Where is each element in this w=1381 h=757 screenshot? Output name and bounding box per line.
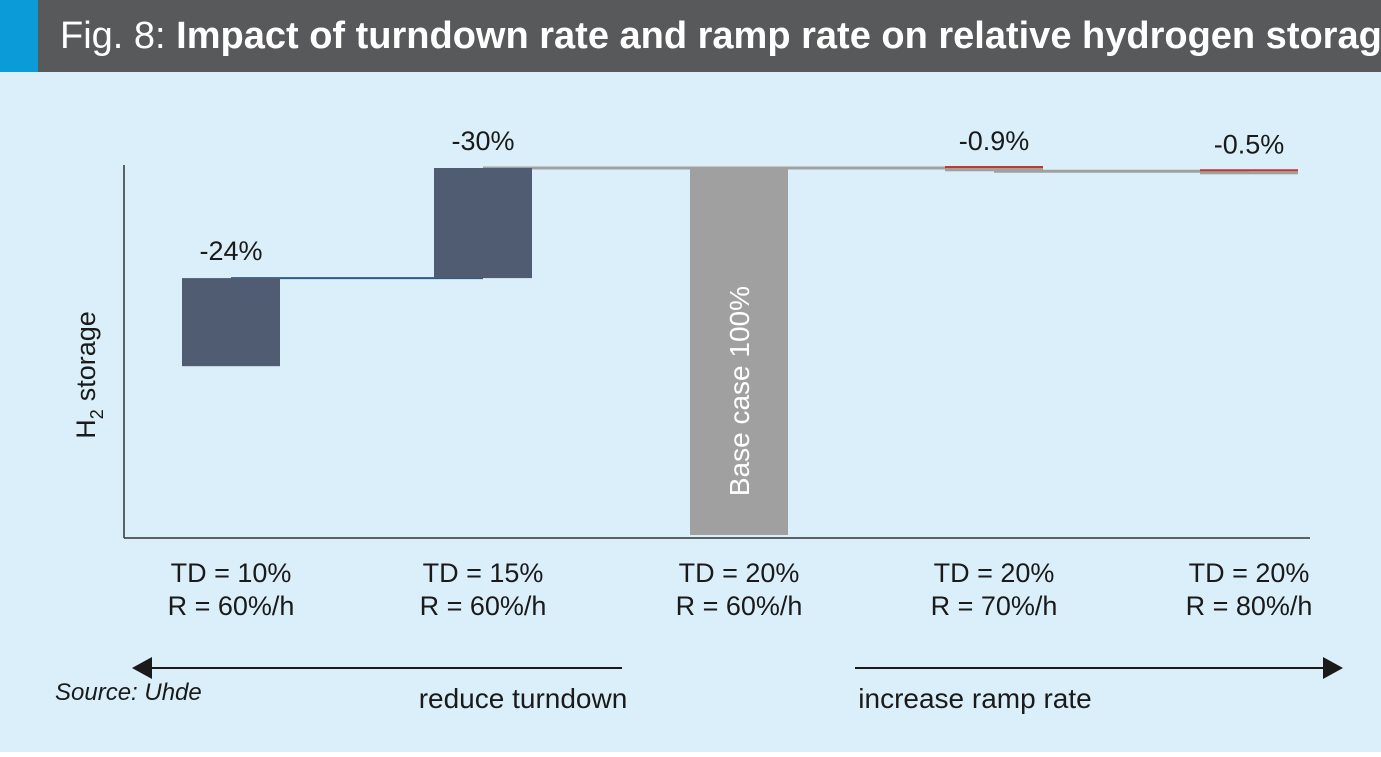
bar-4 (945, 168, 1043, 172)
x-tick-label-5-line1: TD = 20% (1189, 558, 1310, 588)
figure-title-text: Impact of turndown rate and ramp rate on… (176, 15, 1381, 57)
right-arrowhead (1323, 657, 1343, 679)
left-arrowhead (132, 657, 152, 679)
figure-number: Fig. 8: (60, 15, 166, 57)
bar-1 (182, 278, 280, 367)
source-note: Source: Uhde (55, 679, 202, 706)
x-tick-label-1-line1: TD = 10% (171, 558, 292, 588)
x-tick-label-3-line1: TD = 20% (679, 558, 800, 588)
bar-label-base-case: Base case 100% (724, 286, 755, 496)
bar-value-label-4: -0.9% (959, 126, 1030, 156)
bar-value-label-5: -0.5% (1214, 129, 1285, 159)
right-arrow-label: increase ramp rate (858, 683, 1091, 714)
y-axis-label: H2storage (71, 311, 107, 439)
x-tick-label-2-line2: R = 60%/h (420, 591, 547, 621)
x-tick-label-3-line2: R = 60%/h (676, 591, 803, 621)
header-accent (0, 0, 38, 72)
x-tick-label-4-line1: TD = 20% (934, 558, 1055, 588)
x-tick-label-4-line2: R = 70%/h (931, 591, 1058, 621)
x-tick-label-1-line2: R = 60%/h (168, 591, 295, 621)
bars-group: -24% -30% Base case 100% -0.9% -0.5% (182, 126, 1298, 535)
x-tick-label-2-line1: TD = 15% (423, 558, 544, 588)
bar-value-label-2: -30% (451, 126, 514, 156)
x-tick-label-5-line2: R = 80%/h (1186, 591, 1313, 621)
x-tick-labels: TD = 10%R = 60%/hTD = 15%R = 60%/hTD = 2… (168, 558, 1313, 621)
left-arrow-label: reduce turndown (419, 683, 628, 714)
bar-2 (434, 168, 532, 279)
figure-title: Fig. 8: Impact of turndown rate and ramp… (60, 12, 1381, 60)
bar-5 (1200, 171, 1298, 175)
bar-value-label-1: -24% (199, 236, 262, 266)
figure-header: Fig. 8: Impact of turndown rate and ramp… (0, 0, 1381, 72)
bar-base-case (690, 168, 788, 535)
